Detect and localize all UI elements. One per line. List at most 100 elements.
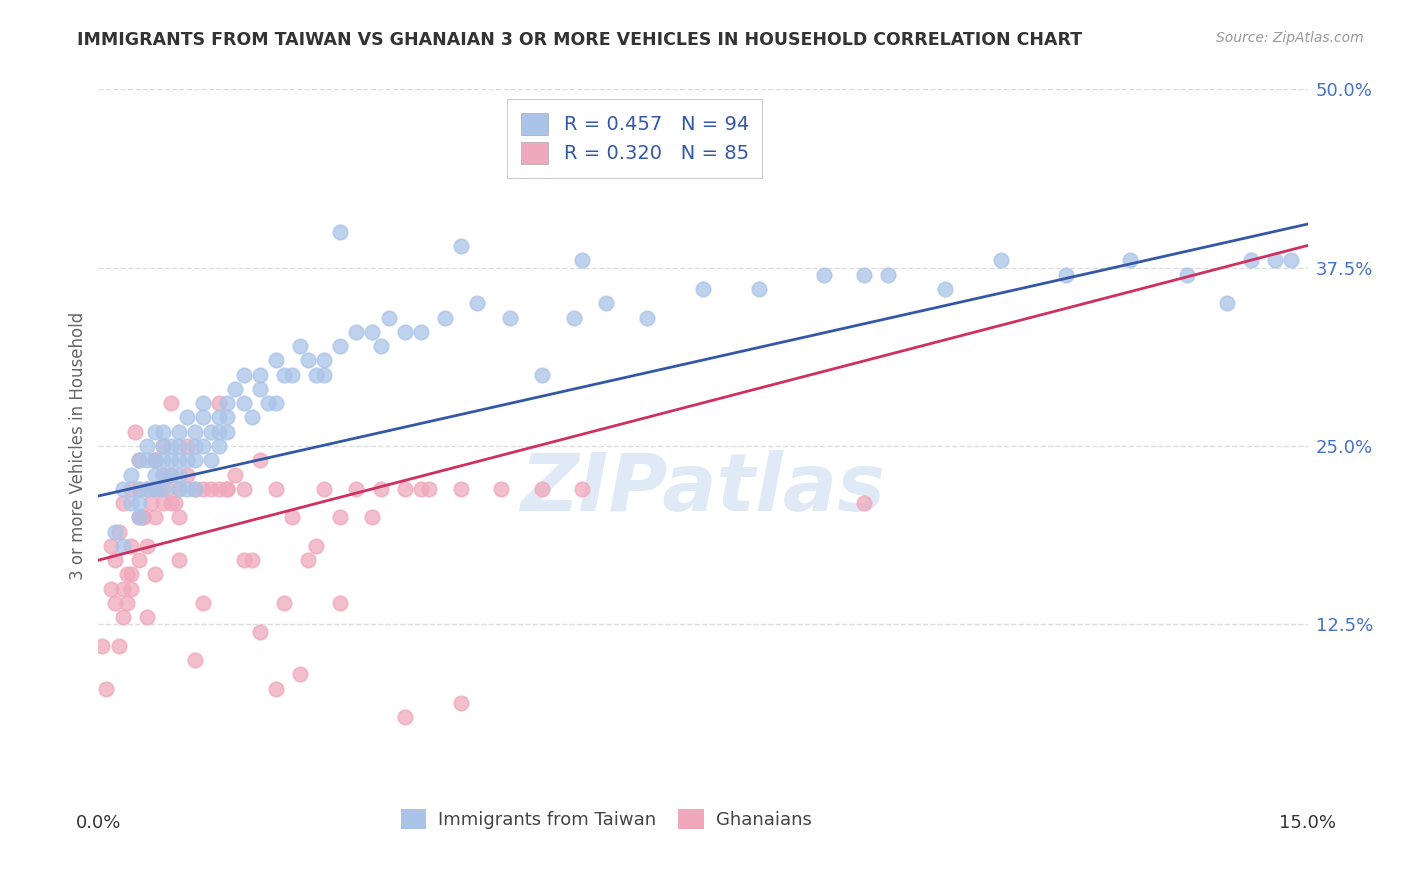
Point xyxy=(217,396,239,410)
Point xyxy=(394,710,416,724)
Point xyxy=(111,482,134,496)
Point xyxy=(636,310,658,325)
Point xyxy=(249,368,271,382)
Point xyxy=(1281,253,1303,268)
Point xyxy=(240,553,263,567)
Point xyxy=(305,539,328,553)
Point xyxy=(184,425,207,439)
Point xyxy=(394,325,416,339)
Point xyxy=(128,496,150,510)
Point xyxy=(377,310,399,325)
Point xyxy=(160,439,183,453)
Point xyxy=(208,425,231,439)
Text: ZIPatlas: ZIPatlas xyxy=(520,450,886,528)
Point xyxy=(163,496,186,510)
Point xyxy=(135,539,157,553)
Point xyxy=(184,653,207,667)
Point xyxy=(115,567,138,582)
Point xyxy=(498,310,520,325)
Point xyxy=(990,253,1012,268)
Point xyxy=(111,582,134,596)
Point xyxy=(232,482,254,496)
Point xyxy=(813,268,835,282)
Point xyxy=(224,467,246,482)
Point xyxy=(344,325,367,339)
Point xyxy=(193,482,215,496)
Point xyxy=(491,482,513,496)
Point xyxy=(297,353,319,368)
Point xyxy=(143,425,166,439)
Point xyxy=(329,339,352,353)
Point xyxy=(465,296,488,310)
Point xyxy=(128,482,150,496)
Legend: Immigrants from Taiwan, Ghanaians: Immigrants from Taiwan, Ghanaians xyxy=(394,801,820,837)
Point xyxy=(167,553,190,567)
Point xyxy=(100,582,122,596)
Point xyxy=(184,482,207,496)
Point xyxy=(361,325,384,339)
Point xyxy=(281,510,304,524)
Point xyxy=(193,410,215,425)
Point xyxy=(184,482,207,496)
Point xyxy=(450,239,472,253)
Point xyxy=(249,453,271,467)
Point xyxy=(1264,253,1286,268)
Point xyxy=(193,596,215,610)
Point xyxy=(1175,268,1198,282)
Point xyxy=(934,282,956,296)
Point xyxy=(240,410,263,425)
Point xyxy=(143,467,166,482)
Point xyxy=(152,496,174,510)
Point xyxy=(200,482,222,496)
Point xyxy=(128,510,150,524)
Point xyxy=(530,482,553,496)
Point xyxy=(143,510,166,524)
Point xyxy=(135,482,157,496)
Point xyxy=(143,482,166,496)
Point xyxy=(217,482,239,496)
Point xyxy=(409,325,432,339)
Point xyxy=(152,467,174,482)
Point xyxy=(152,425,174,439)
Point xyxy=(208,482,231,496)
Point xyxy=(160,467,183,482)
Point xyxy=(160,496,183,510)
Point xyxy=(1119,253,1142,268)
Point xyxy=(96,681,118,696)
Point xyxy=(329,510,352,524)
Point xyxy=(143,453,166,467)
Point xyxy=(167,510,190,524)
Point xyxy=(853,268,876,282)
Point xyxy=(135,610,157,624)
Point xyxy=(120,467,142,482)
Point xyxy=(143,482,166,496)
Point xyxy=(264,396,287,410)
Point xyxy=(562,310,585,325)
Point xyxy=(273,596,295,610)
Point xyxy=(160,453,183,467)
Point xyxy=(139,496,162,510)
Point xyxy=(249,382,271,396)
Point xyxy=(135,439,157,453)
Point xyxy=(143,567,166,582)
Point xyxy=(208,410,231,425)
Point xyxy=(256,396,278,410)
Point xyxy=(370,339,392,353)
Point xyxy=(571,253,593,268)
Point xyxy=(329,225,352,239)
Point xyxy=(314,368,336,382)
Point xyxy=(107,524,129,539)
Point xyxy=(200,425,222,439)
Point xyxy=(132,510,155,524)
Point xyxy=(748,282,770,296)
Point xyxy=(160,396,183,410)
Point xyxy=(120,567,142,582)
Point xyxy=(595,296,617,310)
Point xyxy=(148,482,170,496)
Point xyxy=(224,382,246,396)
Point xyxy=(530,368,553,382)
Point xyxy=(208,396,231,410)
Point xyxy=(143,453,166,467)
Point xyxy=(103,553,125,567)
Point xyxy=(152,453,174,467)
